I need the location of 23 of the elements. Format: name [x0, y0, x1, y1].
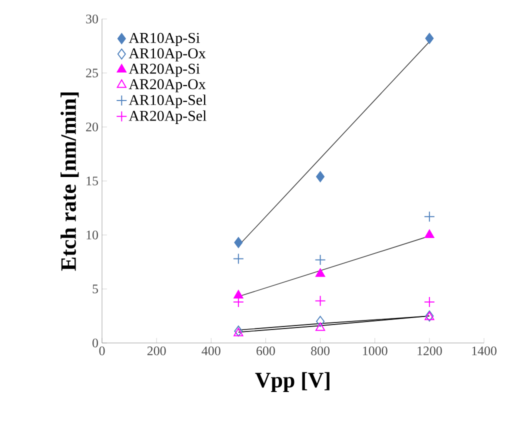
y-axis-title: Etch rate [nm/min] — [60, 92, 79, 271]
legend-label: AR20Ap-Ox — [128, 79, 206, 92]
y-tick-label: 25 — [86, 68, 98, 78]
legend-label: AR20Ap-Si — [128, 64, 200, 77]
x-tick-label: 800 — [311, 346, 330, 356]
x-tick-label: 600 — [256, 346, 275, 356]
x-axis-title: Vpp [V] — [255, 372, 330, 392]
legend-label: AR20Ap-Sel — [128, 110, 206, 124]
y-tick-label: 0 — [92, 338, 98, 348]
y-tick-label: 30 — [86, 14, 98, 24]
legend-label: AR10Ap-Ox — [128, 48, 206, 62]
y-tick-label: 20 — [86, 122, 98, 132]
y-tick-label: 15 — [86, 176, 98, 186]
x-tick-label: 400 — [202, 346, 220, 356]
x-tick-label: 0 — [99, 346, 105, 356]
y-tick-label: 10 — [86, 230, 98, 240]
legend-label: AR10Ap-Si — [128, 32, 200, 46]
x-tick-label: 1400 — [472, 346, 496, 356]
x-tick-label: 1000 — [363, 346, 388, 356]
x-tick-label: 1200 — [418, 346, 442, 356]
y-tick-label: 5 — [92, 284, 98, 294]
x-tick-label: 200 — [147, 346, 166, 356]
legend-label: AR10Ap-Sel — [128, 94, 206, 108]
